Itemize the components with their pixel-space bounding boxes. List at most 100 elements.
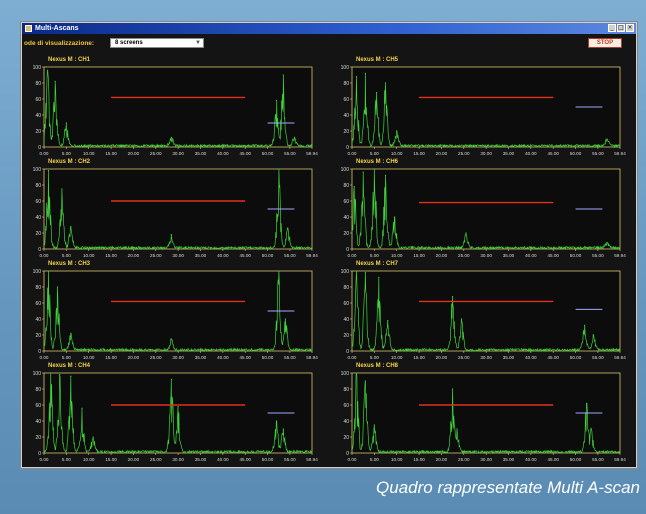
peak-point bbox=[275, 100, 278, 102]
maximize-button[interactable]: □ bbox=[617, 24, 625, 32]
title-bar[interactable]: Multi-Ascans _ □ × bbox=[22, 23, 636, 34]
x-tick-label: 35.00 bbox=[503, 457, 515, 462]
peak-point bbox=[583, 324, 586, 326]
x-tick-label: 20.00 bbox=[436, 457, 448, 462]
y-tick-label: 80 bbox=[343, 285, 349, 291]
y-tick-label: 60 bbox=[35, 301, 41, 307]
x-tick-label: 35.00 bbox=[195, 457, 207, 462]
x-tick-label: 45.00 bbox=[547, 355, 559, 360]
x-tick-label: 55.00 bbox=[592, 151, 604, 156]
y-tick-label: 100 bbox=[33, 167, 42, 173]
peak-point bbox=[364, 380, 367, 382]
x-tick-label: 40.00 bbox=[217, 253, 229, 258]
peak-point bbox=[355, 76, 358, 78]
x-tick-label: 20.00 bbox=[128, 151, 140, 156]
peak-point bbox=[278, 168, 280, 170]
ascan-plot: 100 80 60 40 20 00.00 5.00 10.00 15.00 20.00 25.00… bbox=[341, 167, 627, 258]
y-tick-label: 20 bbox=[343, 435, 349, 441]
y-tick-label: 40 bbox=[343, 113, 349, 119]
peak-point bbox=[47, 270, 50, 272]
y-tick-label: 100 bbox=[341, 371, 350, 377]
y-tick-label: 0 bbox=[346, 145, 349, 151]
x-tick-label: 45.00 bbox=[239, 151, 251, 156]
peak-point bbox=[282, 428, 284, 430]
y-tick-label: 0 bbox=[38, 349, 41, 355]
y-tick-label: 60 bbox=[35, 97, 41, 103]
plot-frame bbox=[43, 270, 313, 352]
display-mode-select[interactable]: 8 screens ▼ bbox=[110, 38, 204, 48]
x-tick-label: 50.00 bbox=[570, 457, 582, 462]
peak-point bbox=[61, 188, 63, 190]
x-tick-label: 50.00 bbox=[262, 457, 274, 462]
ascan-trace bbox=[43, 168, 313, 251]
ascan-panel: Nexus M : CH6 100 80 60 40 20 0 0.00 5.00 10.00 15… bbox=[334, 159, 627, 263]
caption: Quadro rappresentate Multi A-scan bbox=[376, 478, 640, 497]
x-tick-label: 40.00 bbox=[525, 151, 537, 156]
y-tick-label: 0 bbox=[346, 451, 349, 457]
y-tick-label: 0 bbox=[38, 247, 41, 253]
peak-point bbox=[364, 72, 367, 74]
peak-point bbox=[284, 318, 287, 320]
x-tick-label: 59.94 bbox=[614, 253, 626, 258]
x-tick-label: 30.00 bbox=[480, 151, 492, 156]
panel-title: Nexus M : CH6 bbox=[356, 159, 399, 165]
peak-point bbox=[592, 334, 595, 336]
x-tick-label: 50.00 bbox=[262, 151, 274, 156]
x-tick-label: 5.00 bbox=[62, 355, 71, 360]
panel-title: Nexus M : CH7 bbox=[356, 261, 399, 267]
display-mode-value: 8 screens bbox=[115, 40, 143, 46]
x-tick-label: 25.00 bbox=[150, 457, 162, 462]
x-tick-label: 35.00 bbox=[195, 355, 207, 360]
plot-frame bbox=[43, 66, 313, 148]
app-icon bbox=[25, 25, 32, 32]
y-tick-label: 20 bbox=[35, 333, 41, 339]
x-tick-label: 10.00 bbox=[83, 355, 95, 360]
x-tick-label: 30.00 bbox=[480, 457, 492, 462]
x-tick-label: 20.00 bbox=[436, 253, 448, 258]
y-tick-label: 60 bbox=[343, 199, 349, 205]
x-tick-label: 45.00 bbox=[547, 151, 559, 156]
peak-point bbox=[375, 92, 378, 94]
peak-point bbox=[373, 168, 375, 170]
stop-button[interactable]: STOP bbox=[588, 38, 622, 48]
ascan-plot: 100 80 60 40 20 00.00 5.00 10.00 15.00 20.00 25.00… bbox=[33, 269, 319, 360]
close-button[interactable]: × bbox=[626, 24, 634, 32]
x-tick-label: 15.00 bbox=[413, 253, 425, 258]
peak-point bbox=[384, 82, 387, 84]
y-tick-label: 80 bbox=[35, 387, 41, 393]
x-tick-label: 0.00 bbox=[40, 151, 49, 156]
ascan-trace bbox=[351, 168, 621, 251]
x-tick-label: 20.00 bbox=[128, 253, 140, 258]
x-tick-label: 20.00 bbox=[436, 151, 448, 156]
y-tick-label: 60 bbox=[343, 97, 349, 103]
peak-point bbox=[287, 227, 289, 229]
ascan-trace bbox=[351, 270, 621, 353]
x-tick-label: 20.00 bbox=[128, 355, 140, 360]
panel-title: Nexus M : CH8 bbox=[356, 363, 399, 369]
x-tick-label: 25.00 bbox=[458, 355, 470, 360]
peak-point bbox=[170, 378, 173, 380]
x-tick-label: 50.00 bbox=[570, 253, 582, 258]
peak-point bbox=[452, 296, 454, 298]
x-tick-label: 30.00 bbox=[480, 253, 492, 258]
x-tick-label: 10.00 bbox=[83, 151, 95, 156]
panel-title: Nexus M : CH2 bbox=[48, 159, 91, 165]
panel-title: Nexus M : CH4 bbox=[48, 363, 91, 369]
plot-frame bbox=[351, 270, 621, 352]
ascan-plot: 100 80 60 40 20 00.00 5.00 10.00 15.00 20.00 25.00… bbox=[33, 65, 319, 156]
x-tick-label: 55.00 bbox=[592, 457, 604, 462]
x-tick-label: 10.00 bbox=[391, 457, 403, 462]
peak-point bbox=[177, 406, 179, 408]
x-tick-label: 45.00 bbox=[239, 457, 251, 462]
peak-point bbox=[65, 122, 67, 124]
x-tick-label: 30.00 bbox=[172, 253, 184, 258]
x-tick-label: 59.94 bbox=[306, 253, 318, 258]
minimize-button[interactable]: _ bbox=[608, 24, 616, 32]
peak-point bbox=[606, 138, 608, 140]
peak-point bbox=[355, 372, 358, 374]
x-tick-label: 35.00 bbox=[503, 151, 515, 156]
peak-point bbox=[378, 276, 380, 278]
y-tick-label: 80 bbox=[343, 81, 349, 87]
ascan-plot: 100 80 60 40 20 00.00 5.00 10.00 15.00 20.00 25.00… bbox=[33, 371, 319, 462]
x-tick-label: 50.00 bbox=[570, 355, 582, 360]
